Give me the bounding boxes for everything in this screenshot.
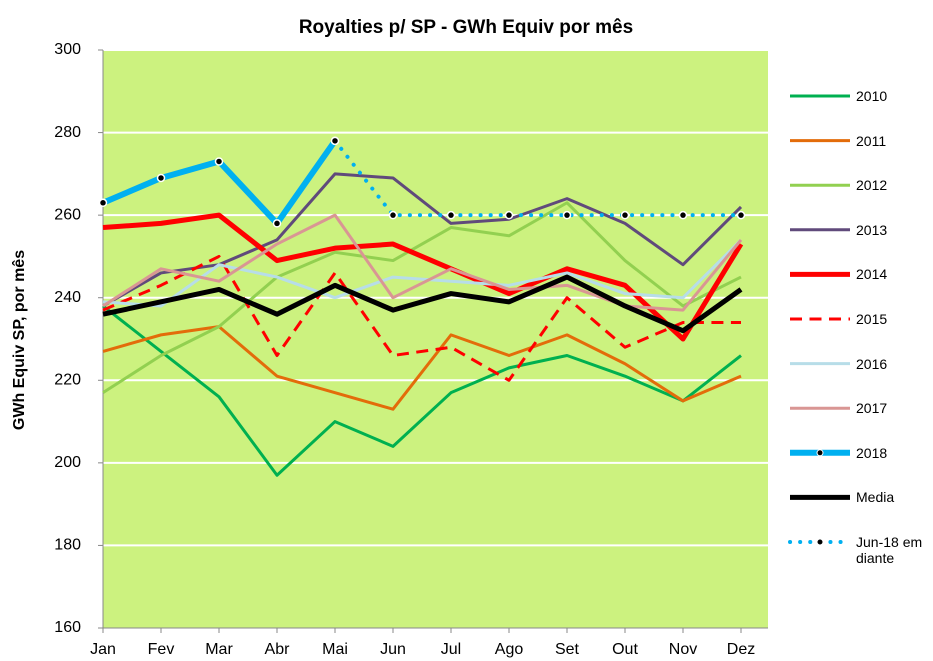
x-tick-label: Jul bbox=[441, 641, 461, 658]
legend-label: 2011 bbox=[856, 132, 887, 149]
point-marker bbox=[446, 210, 456, 220]
x-tick-label: Fev bbox=[148, 641, 175, 658]
y-tick-label: 160 bbox=[54, 619, 81, 636]
point-marker bbox=[388, 210, 398, 220]
x-tick-label: Set bbox=[555, 641, 580, 658]
point-marker bbox=[620, 210, 630, 220]
series-line bbox=[102, 213, 743, 312]
series-line bbox=[102, 274, 743, 334]
legend-marker bbox=[816, 538, 824, 546]
series-line bbox=[333, 138, 743, 218]
x-tick-label: Dez bbox=[727, 641, 755, 658]
series-line bbox=[102, 201, 742, 394]
legend-label: 2018 bbox=[856, 444, 888, 461]
legend-label: Jun-18 em diante bbox=[856, 534, 923, 566]
series-line bbox=[102, 238, 743, 308]
legend-label: 2013 bbox=[856, 221, 888, 238]
legend-marker bbox=[816, 449, 824, 457]
x-tick-label: Mar bbox=[205, 641, 233, 658]
point-marker bbox=[98, 198, 108, 208]
point-marker bbox=[736, 210, 746, 220]
legend-label: 2010 bbox=[856, 88, 888, 104]
y-tick-label: 240 bbox=[54, 289, 81, 306]
plot-background bbox=[103, 50, 768, 628]
x-tick-label: Nov bbox=[669, 641, 697, 658]
point-marker bbox=[156, 173, 166, 183]
legend-label: 2014 bbox=[856, 266, 888, 283]
chart-title: Royalties p/ SP - GWh Equiv por mês bbox=[299, 17, 633, 38]
x-tick-label: Mai bbox=[322, 641, 348, 658]
x-tick-label: Jan bbox=[90, 641, 116, 658]
legend-label: 2015 bbox=[856, 311, 888, 327]
legend-label: 2016 bbox=[856, 355, 888, 372]
y-tick-label: 300 bbox=[54, 41, 81, 58]
series-line bbox=[102, 172, 743, 308]
x-tick-label: Ago bbox=[495, 641, 524, 658]
x-tick-label: Abr bbox=[265, 641, 291, 658]
y-tick-label: 180 bbox=[54, 537, 81, 554]
point-marker bbox=[214, 157, 224, 166]
point-marker bbox=[562, 210, 572, 220]
x-tick-label: Jun bbox=[380, 641, 406, 658]
point-marker bbox=[272, 219, 282, 228]
series-line bbox=[102, 254, 741, 382]
y-tick-label: 280 bbox=[54, 124, 81, 141]
x-tick-label: Out bbox=[612, 641, 638, 658]
legend-label: 2017 bbox=[856, 400, 888, 417]
y-tick-label: 260 bbox=[54, 206, 81, 223]
series-line bbox=[102, 304, 742, 477]
series-line bbox=[102, 325, 742, 411]
legend-label: Media bbox=[856, 489, 895, 506]
y-tick-label: 200 bbox=[54, 454, 81, 471]
point-marker bbox=[330, 136, 340, 146]
y-tick-label: 220 bbox=[54, 372, 81, 389]
point-marker bbox=[504, 210, 514, 220]
legend-label: 2012 bbox=[856, 177, 888, 194]
y-axis-label: GWh Equiv SP, por mês bbox=[11, 250, 28, 430]
point-marker bbox=[678, 210, 688, 220]
